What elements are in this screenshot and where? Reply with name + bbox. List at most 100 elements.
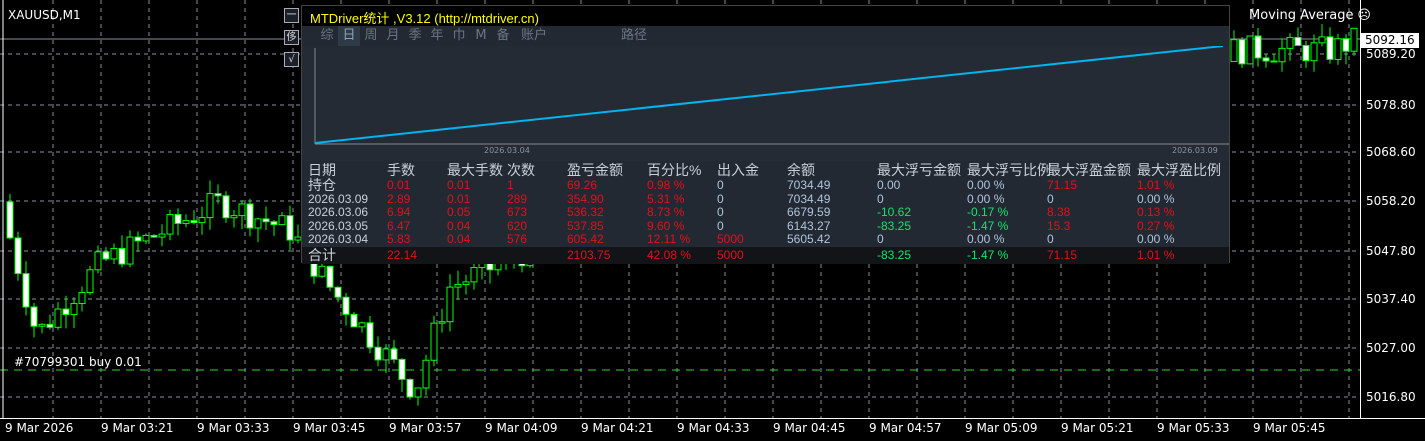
equity-chart: 2026.03.04 2026.03.09 [302, 46, 1229, 161]
cell-7: 7034.49 [787, 191, 831, 206]
time-label: 9 Mar 03:45 [293, 421, 366, 435]
tab-7[interactable]: M [475, 28, 487, 43]
time-label: 9 Mar 04:21 [581, 421, 654, 435]
price-label: 5089.20 [1366, 47, 1416, 61]
candle-body [214, 193, 222, 197]
candle-body [206, 193, 214, 219]
tab-6[interactable]: 巾 [452, 28, 466, 43]
time-label: 9 Mar 2026 [5, 421, 74, 435]
tab-4[interactable]: 季 [408, 28, 422, 43]
panel-tabs: 综日周月季年巾 M 备账户 路径 [302, 26, 1229, 46]
candle-body [190, 220, 198, 224]
candle-body [1278, 47, 1286, 63]
cell-11: 1.01 % [1137, 247, 1175, 262]
candle-body [366, 322, 374, 348]
candle-body [1286, 36, 1294, 49]
cell-8: 0 [877, 232, 884, 246]
symbol-label: XAUUSD,M1 [8, 8, 81, 22]
cell-1: 6.47 [387, 218, 411, 233]
cell-6: 0 [717, 205, 724, 219]
candle-body [350, 313, 358, 328]
time-label: 9 Mar 05:09 [965, 421, 1038, 435]
candle-body [174, 214, 182, 224]
price-label: 5016.80 [1366, 390, 1416, 404]
cell-2: 0.04 [447, 232, 471, 246]
price-axis [1360, 0, 1425, 418]
cell-6: 0 [717, 218, 724, 233]
cell-0: 日期 [308, 162, 336, 178]
candle-body [14, 237, 22, 275]
cell-10: 0 [1047, 232, 1054, 246]
table-row: 持仓 0.01 0.01 1 69.26 0.98 % 0 7034.49 0.00 0.00 %… [302, 177, 1229, 193]
candle-body [1334, 38, 1342, 60]
price-label: 5047.80 [1366, 244, 1416, 258]
cell-1: 手数 [387, 162, 415, 178]
move-button[interactable]: 侈 [284, 30, 299, 45]
cell-3: 次数 [507, 162, 535, 178]
candle-body [494, 262, 502, 271]
candle-body [1318, 36, 1326, 44]
check-button[interactable]: √ [284, 52, 299, 67]
cell-5: 8.73 % [647, 205, 685, 219]
cell-0: 持仓 [308, 177, 336, 193]
tab-10[interactable]: 路径 [620, 28, 647, 43]
minimize-button[interactable]: 一 [284, 8, 299, 23]
panel-title: MTDriver统计 ,V3.12 (http://mtdriver.cn) [302, 6, 1229, 26]
candle-body [238, 203, 246, 217]
candle-body [342, 296, 350, 315]
time-label: 9 Mar 03:57 [389, 421, 462, 435]
candle-body [270, 221, 278, 226]
tab-8[interactable]: 备 [496, 28, 510, 43]
cell-2: 0.04 [447, 218, 471, 233]
tab-9[interactable]: 账户 [520, 28, 547, 43]
tab-3[interactable]: 月 [386, 28, 400, 43]
candle-body [86, 269, 94, 294]
candle-body [198, 217, 206, 224]
candle-body [414, 387, 422, 398]
cell-11: 0.27 % [1137, 218, 1175, 233]
cell-8: -83.25 [877, 247, 912, 262]
tab-0[interactable]: 综 [320, 28, 334, 43]
cell-1: 2.89 [387, 191, 411, 206]
time-label: 9 Mar 03:21 [101, 421, 174, 435]
cell-10: 8.38 [1047, 205, 1071, 219]
candle-body [390, 348, 398, 360]
table-row: 2026.03.09 2.89 0.01 289 354.90 5.31 % 0 7034.4… [302, 191, 1229, 207]
price-label: 5027.00 [1366, 341, 1416, 355]
candle-body [1310, 42, 1318, 62]
cell-4: 605.42 [567, 232, 604, 246]
cell-0: 2026.03.04 [308, 232, 369, 246]
candle-body [126, 236, 134, 265]
cell-3: 576 [507, 232, 528, 246]
candle-body [1262, 57, 1270, 62]
candle-body [110, 247, 118, 260]
indicator-label[interactable]: Moving Average ☹ [1249, 8, 1371, 23]
cell-9: -0.17 % [967, 205, 1009, 219]
cell-11: 0.13 % [1137, 205, 1175, 219]
tab-5[interactable]: 年 [430, 28, 444, 43]
candle-body [278, 215, 286, 226]
cell-0: 合计 [308, 246, 336, 263]
cell-1: 6.94 [387, 205, 411, 219]
tab-1[interactable]: 日 [338, 26, 360, 46]
candle-body [1326, 36, 1334, 60]
cell-3: 673 [507, 205, 528, 219]
table-row: 2026.03.06 6.94 0.05 673 536.32 8.73 % 0 6679.5… [302, 205, 1229, 220]
candle-body [46, 323, 54, 328]
price-label: 5078.80 [1366, 98, 1416, 112]
candle-body [262, 218, 270, 223]
tab-2[interactable]: 周 [364, 28, 378, 43]
stats-table: 日期 手数 最大手数 次数 盈亏金额 百分比% 出入金 余额 最大浮亏金额 最大浮亏比例 最大浮盈金… [302, 161, 1229, 264]
time-label: 9 Mar 04:57 [869, 421, 942, 435]
cell-2: 0.01 [447, 178, 471, 192]
cell-8: -10.62 [877, 205, 912, 219]
candle-body [142, 234, 150, 242]
table-row: 2026.03.05 6.47 0.04 620 537.85 9.60 % 0 6143.2… [302, 218, 1229, 234]
cell-7: 余额 [787, 162, 815, 178]
candle-body [246, 203, 254, 229]
candle-body [374, 346, 382, 361]
cell-3: 620 [507, 218, 528, 233]
equity-line [314, 46, 1224, 144]
cell-9: 0.00 % [967, 191, 1005, 206]
cell-5: 9.60 % [647, 218, 685, 233]
